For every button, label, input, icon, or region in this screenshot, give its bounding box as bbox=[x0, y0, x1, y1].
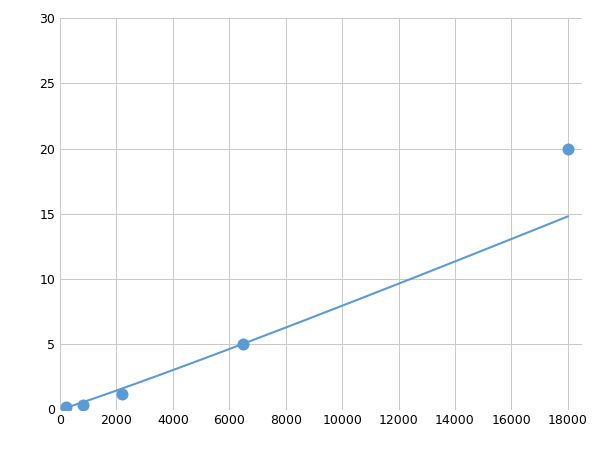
Point bbox=[78, 401, 88, 409]
Point bbox=[117, 390, 127, 397]
Point bbox=[61, 403, 70, 410]
Point bbox=[239, 341, 248, 348]
Point bbox=[563, 145, 572, 152]
